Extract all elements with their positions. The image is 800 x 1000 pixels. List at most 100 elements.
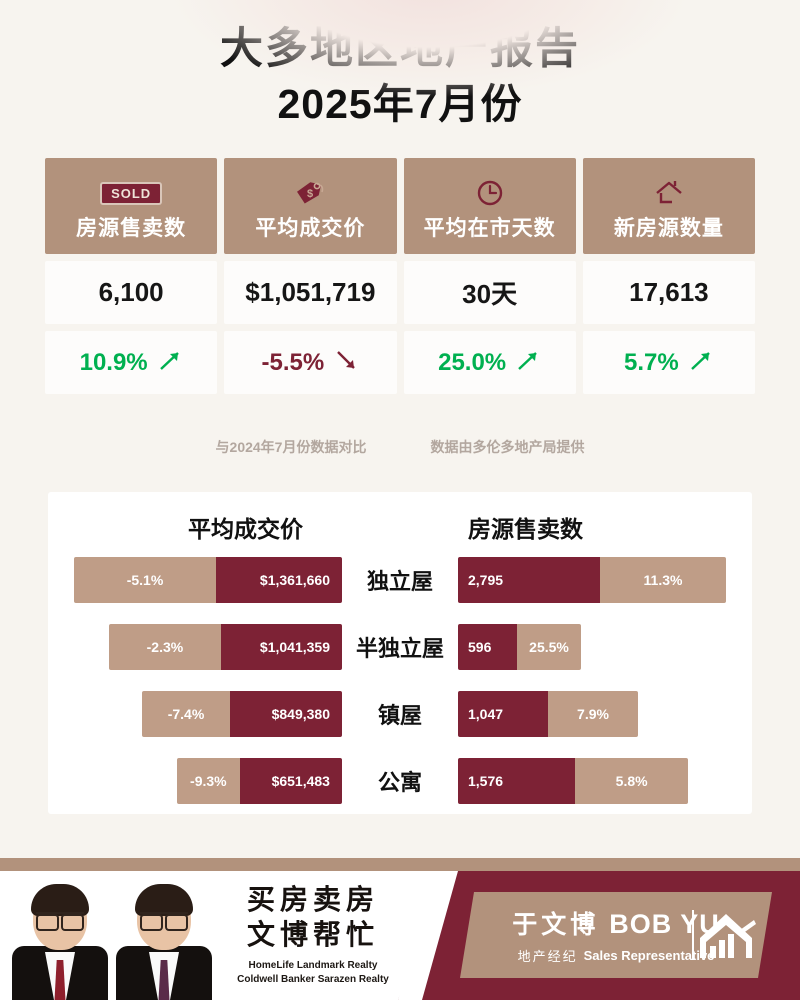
stat-delta: -5.5% [261,348,325,376]
stat-header: SOLD 房源售卖数 [45,158,218,254]
house-icon [652,174,686,212]
stat-header: 平均在市天数 [403,158,576,254]
stat-label: 房源售卖数 [76,217,187,240]
sales-count-bar: 596 25.5% [458,624,581,670]
bar-segment-pct: -9.3% [177,758,240,804]
tie [158,960,170,1000]
agent-photo-1 [10,880,110,1000]
stat-value-box: 30天 [403,261,576,324]
bar-segment-pct: -2.3% [109,624,221,670]
chart-row: -5.1% $1,361,660 独立屋 2,795 11.3% [48,554,752,606]
page-title: 大多地区地产报告 2025年7月份 [0,0,800,131]
chart-headers: 平均成交价 房源售卖数 [48,492,752,554]
clock-icon [474,174,506,212]
bar-segment-pct: -5.1% [74,557,217,603]
stat-card-days-on-market: 平均在市天数 30天 25.0% [403,158,576,394]
stat-card-avg-price: $ 平均成交价 $1,051,719 -5.5% [224,158,397,394]
chart-row-left: -9.3% $651,483 [48,758,342,804]
tie [54,960,66,1000]
sold-badge-label: SOLD [100,181,163,205]
stat-card-new-listings: 新房源数量 17,613 5.7% [582,158,755,394]
sales-count-bar: 2,795 11.3% [458,557,726,603]
stat-value-box: $1,051,719 [224,261,397,324]
stats-grid: SOLD 房源售卖数 6,100 10.9% [45,158,755,394]
stat-value: 6,100 [98,277,164,307]
chart-panel: 平均成交价 房源售卖数 -5.1% $1,361,660 独立屋 2,795 11.3%… [48,492,752,814]
chart-row-right: 1,576 5.8% [458,758,752,804]
stat-label: 新房源数量 [613,217,724,240]
agent-title-row: 地产经纪 Sales Representative [518,946,715,965]
bar-segment-value: $849,380 [230,691,342,737]
chart-row-left: -2.3% $1,041,359 [48,624,342,670]
slogan-line-1: 买房卖房 [246,885,379,916]
chart-row-right: 1,047 7.9% [458,691,752,737]
slogan-line-2: 文博帮忙 [246,920,379,951]
arrow-down-icon [333,347,359,378]
stat-delta-box: -5.5% [224,331,397,394]
bar-segment-value: $651,483 [239,758,342,804]
chart-row-right: 596 25.5% [458,624,752,670]
stat-value-box: 6,100 [45,261,218,324]
badge-separator [692,910,694,960]
title-line-2: 2025年7月份 [277,80,523,127]
sold-badge-icon: SOLD [100,174,163,212]
chart-category-label: 镇屋 [377,703,422,728]
stat-value: 30天 [462,279,518,309]
chart-row: -9.3% $651,483 公寓 1,576 5.8% [48,755,752,807]
agent-badge: 于文博 BOB YU 地产经纪 Sales Representative [460,892,772,978]
agent-photos [10,871,220,1000]
brokerage-block: HomeLife Landmark Realty Coldwell Banker… [228,959,398,986]
stat-delta-box: 5.7% [582,331,755,394]
stat-delta-box: 25.0% [403,331,576,394]
bar-segment-pct: 5.8% [575,758,688,804]
bar-segment-pct: 11.3% [600,557,726,603]
agent-photo-2 [114,880,214,1000]
footnote-source: 数据由多伦多地产局提供 [430,439,585,455]
brokerage-line-1: HomeLife Landmark Realty [248,960,378,971]
bar-segment-value: 2,795 [458,557,601,603]
sales-count-bar: 1,576 5.8% [458,758,688,804]
agent-name-row: 于文博 BOB YU [512,905,720,941]
price-tag-icon: $ [293,174,327,212]
footnote-comparison: 与2024年7月份数据对比 [215,439,367,455]
chart-category-label: 半独立屋 [355,636,444,661]
stat-value: $1,051,719 [245,277,376,307]
chart-row: -7.4% $849,380 镇屋 1,047 7.9% [48,688,752,740]
stat-card-sales-count: SOLD 房源售卖数 6,100 10.9% [45,158,218,394]
glasses-icon [36,912,84,931]
svg-text:$: $ [307,188,313,200]
stat-delta-box: 10.9% [45,331,218,394]
stat-delta: 10.9% [79,348,148,376]
agent-title-en: Sales Representative [583,948,715,963]
chart-header-left: 平均成交价 [188,516,303,542]
arrow-up-icon [515,347,541,378]
chart-header-right: 房源售卖数 [468,516,583,542]
stat-label: 平均在市天数 [423,217,556,240]
bar-segment-pct: 25.5% [517,624,581,670]
chart-category-label: 公寓 [377,770,422,795]
stat-header: 新房源数量 [582,158,755,254]
avg-price-bar: -2.3% $1,041,359 [109,624,342,670]
chart-row-left: -7.4% $849,380 [48,691,342,737]
bar-segment-value: 596 [458,624,518,670]
sales-count-bar: 1,047 7.9% [458,691,638,737]
glasses-icon [140,912,188,931]
footnote: 与2024年7月份数据对比 数据由多伦多地产局提供 [0,437,800,457]
footer: 买房卖房 文博帮忙 HomeLife Landmark Realty Coldw… [0,871,800,1000]
bar-segment-pct: 7.9% [548,691,638,737]
stat-label: 平均成交价 [255,217,366,240]
brokerage-line-2: Coldwell Banker Sarazen Realty [237,973,389,985]
bar-segment-value: 1,576 [458,758,576,804]
stat-delta: 25.0% [438,348,507,376]
chart-row-left: -5.1% $1,361,660 [48,557,342,603]
stat-value-box: 17,613 [582,261,755,324]
bar-segment-value: 1,047 [458,691,548,737]
bar-segment-value: $1,361,660 [216,557,342,603]
hair [135,884,193,916]
chart-row: -2.3% $1,041,359 半独立屋 596 25.5% [48,621,752,673]
footer-divider [0,858,800,871]
bar-segment-value: $1,041,359 [220,624,342,670]
stat-header: $ 平均成交价 [224,158,397,254]
bar-segment-pct: -7.4% [142,691,230,737]
